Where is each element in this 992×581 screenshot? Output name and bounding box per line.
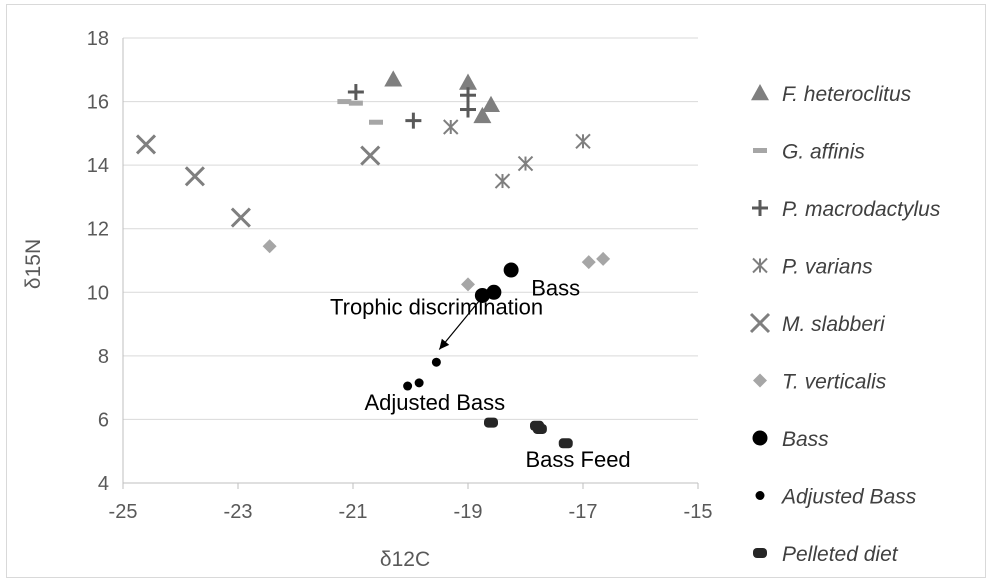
y-tick-label: 8 — [98, 346, 109, 368]
point-f-heteroclitus — [482, 95, 500, 112]
legend-marker — [752, 200, 768, 216]
y-tick-label: 4 — [98, 473, 109, 495]
point-t-verticalis — [596, 251, 611, 266]
chart-frame — [6, 4, 986, 578]
data-points — [135, 70, 611, 449]
point-g-affinis — [348, 100, 363, 106]
legend-label: Bass — [782, 428, 829, 451]
x-tick-label: -15 — [684, 501, 713, 523]
legend-marker — [753, 548, 767, 558]
legend-marker — [752, 257, 768, 274]
y-tick-label: 10 — [87, 282, 109, 304]
annotation-label: Bass — [531, 275, 580, 300]
legend-label: Adjusted Bass — [780, 486, 917, 509]
y-tick-label: 14 — [87, 155, 109, 177]
y-tick-label: 12 — [87, 219, 109, 241]
legend-entry: M. slabberi — [749, 312, 886, 336]
point-f-heteroclitus — [459, 73, 477, 90]
annotation-label: Bass Feed — [526, 447, 631, 472]
point-p-varians — [494, 173, 511, 189]
legend-entry: Pelleted diet — [753, 543, 899, 566]
point-adjusted-bass — [414, 378, 424, 388]
arrow-head — [439, 338, 450, 350]
y-tick-label: 16 — [87, 92, 109, 114]
point-g-affinis — [337, 99, 352, 105]
legend-label: P. macrodactylus — [782, 198, 941, 221]
tick-labels: 4 6 8 10 12 14 16 18 -25 -23 -21 -19 -17 -15 — [87, 28, 713, 523]
point-p-macrodactylus — [405, 112, 422, 129]
legend-marker — [749, 312, 771, 334]
legend: F. heteroclitus G. affinis P. macrodactylu… — [749, 83, 941, 566]
legend-label: M. slabberi — [782, 313, 886, 336]
x-axis-title: δ12C — [380, 548, 430, 571]
legend-marker — [755, 491, 765, 500]
legend-label: Pelleted diet — [782, 543, 899, 566]
point-m-slabberi — [230, 207, 251, 228]
point-p-macrodactylus — [347, 84, 364, 101]
point-p-macrodactylus — [460, 101, 476, 118]
legend-label: T. verticalis — [782, 371, 887, 394]
x-tick-label: -19 — [454, 501, 483, 523]
legend-entry: P. macrodactylus — [752, 198, 941, 221]
point-m-slabberi — [184, 166, 205, 187]
gridlines — [123, 37, 698, 420]
point-p-varians — [575, 133, 591, 150]
legend-entry: Adjusted Bass — [755, 486, 917, 509]
y-tick-label: 18 — [87, 28, 109, 50]
point-p-macrodactylus — [460, 87, 476, 104]
legend-label: G. affinis — [782, 141, 865, 164]
legend-entry: P. varians — [752, 256, 873, 279]
legend-label: F. heteroclitus — [782, 83, 912, 106]
x-tick-label: -25 — [109, 501, 138, 523]
point-f-heteroclitus — [384, 70, 403, 87]
point-t-verticalis — [262, 239, 277, 254]
point-bass — [474, 287, 490, 303]
legend-marker — [751, 84, 769, 101]
point-adjusted-bass — [403, 381, 413, 391]
trophic-arrow — [438, 296, 483, 350]
legend-entry: G. affinis — [753, 141, 865, 164]
x-tick-label: -23 — [224, 501, 253, 523]
point-pelleted-diet — [532, 423, 547, 434]
point-bass — [503, 262, 519, 278]
point-f-heteroclitus — [473, 106, 492, 124]
point-t-verticalis — [581, 255, 596, 270]
legend-entry: T. verticalis — [753, 371, 887, 394]
legend-marker — [753, 148, 767, 153]
point-adjusted-bass — [431, 357, 441, 367]
legend-marker — [753, 373, 767, 388]
x-tick-label: -21 — [339, 501, 368, 523]
annotation-label: Adjusted Bass — [365, 390, 506, 415]
point-pelleted-diet — [558, 438, 573, 449]
point-p-varians — [443, 119, 459, 135]
point-pelleted-diet — [484, 417, 498, 428]
x-tick-label: -17 — [569, 501, 598, 523]
legend-entry: Bass — [752, 428, 829, 451]
point-g-affinis — [369, 119, 383, 125]
legend-marker — [752, 430, 768, 446]
annotation-label: Trophic discrimination — [330, 295, 543, 320]
y-tick-label: 6 — [98, 409, 109, 431]
legend-entry: F. heteroclitus — [751, 83, 912, 106]
legend-label: P. varians — [782, 256, 873, 279]
point-bass — [486, 284, 502, 300]
point-m-slabberi — [360, 145, 381, 166]
y-axis-title: δ15N — [22, 239, 45, 289]
point-t-verticalis — [461, 277, 475, 292]
point-m-slabberi — [135, 134, 157, 155]
axes — [122, 38, 699, 489]
point-p-varians — [517, 155, 534, 172]
